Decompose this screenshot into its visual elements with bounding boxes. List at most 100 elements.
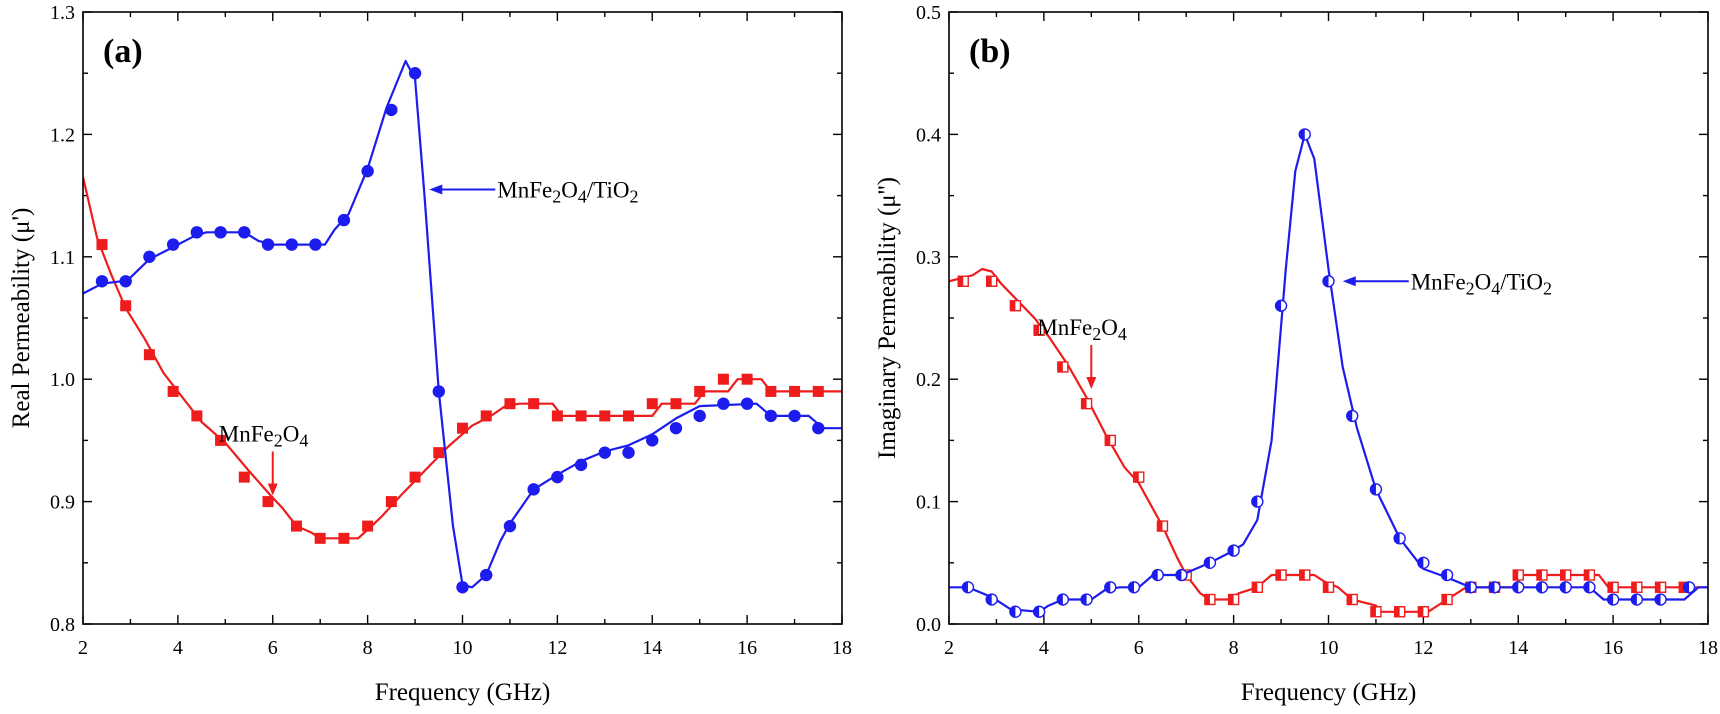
data-point-half-circle — [961, 581, 975, 594]
marker-fill — [1347, 594, 1353, 605]
data-point-square — [409, 471, 421, 483]
marker-fill — [1228, 545, 1234, 557]
data-point-circle — [574, 458, 588, 472]
y-tick-label: 0.3 — [916, 247, 941, 269]
y-tick-label: 0.9 — [50, 492, 75, 514]
marker-fill — [1418, 606, 1424, 617]
data-point-half-circle — [985, 593, 998, 606]
marker-fill — [1512, 581, 1519, 593]
label-part: /TiO — [1500, 269, 1543, 294]
x-tick-label: 14 — [642, 637, 662, 659]
annotation-label: MnFe2O4 — [1037, 315, 1127, 344]
plot-frame — [948, 11, 1709, 625]
data-point-half-square — [1654, 581, 1667, 593]
marker-fill — [1465, 581, 1471, 593]
data-point-square — [262, 496, 274, 508]
data-point-square — [646, 398, 658, 410]
y-tick-label: 0.2 — [916, 369, 941, 391]
marker-fill — [1057, 361, 1063, 372]
series-line — [83, 59, 842, 589]
y-tick-label: 0.5 — [916, 2, 941, 24]
x-tick-label: 6 — [1134, 637, 1144, 659]
x-tick-label: 18 — [832, 637, 852, 659]
marker-fill — [1608, 582, 1614, 593]
subscript: 4 — [1491, 278, 1500, 298]
y-tick-label: 0.4 — [916, 124, 941, 146]
data-point-circle — [214, 226, 227, 239]
data-point-half-circle — [1104, 581, 1117, 594]
data-point-square — [599, 410, 611, 422]
series-line — [949, 133, 1708, 613]
data-point-circle — [95, 275, 109, 288]
marker-fill — [1560, 570, 1566, 581]
data-point-half-circle — [1488, 581, 1501, 594]
data-point-square — [96, 239, 108, 251]
data-point-half-circle — [1080, 593, 1093, 606]
x-tick-label: 10 — [1319, 637, 1339, 659]
data-point-circle — [693, 409, 706, 423]
y-tick-label: 1.1 — [50, 247, 75, 269]
marker-fill — [1683, 581, 1690, 593]
data-point-half-square — [1227, 593, 1240, 606]
data-point-circle — [309, 238, 322, 251]
marker-fill — [1010, 300, 1016, 311]
label-part: /TiO — [587, 177, 630, 202]
data-point-square — [238, 471, 250, 483]
data-point-circle — [337, 213, 351, 227]
data-point-square — [551, 410, 563, 422]
data-point-half-square — [1536, 569, 1548, 581]
data-point-half-circle — [1606, 593, 1620, 606]
subscript: 2 — [1543, 278, 1552, 298]
data-point-half-square — [1156, 520, 1169, 532]
data-point-square — [789, 385, 801, 397]
data-point-half-square — [1133, 471, 1145, 483]
marker-fill — [1275, 300, 1282, 312]
marker-fill — [1394, 532, 1400, 544]
data-point-half-circle — [1227, 544, 1240, 557]
data-point-half-square — [1441, 593, 1453, 606]
chart-panel-2: 2 4 6 8 10 12 14 16 180.00.10.20.30.40.5Frequenc… — [874, 2, 1718, 706]
data-point-circle — [408, 67, 422, 80]
marker-fill — [986, 276, 992, 287]
marker-fill — [1323, 582, 1329, 593]
marker-fill — [1276, 570, 1282, 581]
data-point-circle — [503, 519, 517, 533]
data-point-half-circle — [1630, 593, 1644, 606]
data-point-circle — [480, 568, 493, 582]
y-tick-label: 0.1 — [916, 492, 941, 514]
x-tick-label: 12 — [547, 637, 567, 659]
marker-fill — [1583, 581, 1590, 593]
marker-fill — [1655, 582, 1661, 593]
annotation-arrowhead — [1342, 276, 1356, 287]
annotation-2: MnFe2O4/TiO2 — [429, 177, 639, 206]
x-tick-label: 8 — [363, 637, 373, 659]
series-2 — [83, 59, 842, 594]
x-ticks: 2 4 6 8 10 12 14 16 18 — [944, 12, 1718, 659]
data-point-square — [143, 349, 155, 361]
marker-fill — [1251, 496, 1258, 508]
data-point-half-square — [1322, 581, 1335, 593]
data-point-circle — [166, 238, 180, 251]
marker-fill — [1631, 582, 1637, 593]
data-point-half-square — [1631, 581, 1643, 593]
data-point-circle — [812, 421, 825, 435]
data-point-square — [717, 373, 729, 385]
marker-fill — [1204, 557, 1210, 569]
marker-fill — [1105, 435, 1111, 446]
panel-label: (a) — [103, 33, 143, 70]
data-point-half-circle — [1417, 556, 1430, 569]
data-point-half-square — [1299, 569, 1311, 581]
marker-fill — [1057, 594, 1063, 606]
marker-fill — [1034, 325, 1040, 336]
marker-fill — [1133, 472, 1139, 483]
subscript: 4 — [1118, 324, 1127, 344]
annotation-arrowhead — [1086, 376, 1097, 389]
series-1 — [949, 267, 1708, 618]
marker-fill — [1417, 557, 1424, 569]
subscript: 2 — [1092, 324, 1101, 344]
data-point-circle — [261, 238, 275, 251]
data-point-square — [480, 410, 492, 422]
data-point-half-square — [957, 275, 969, 287]
data-point-half-circle — [1251, 495, 1264, 508]
